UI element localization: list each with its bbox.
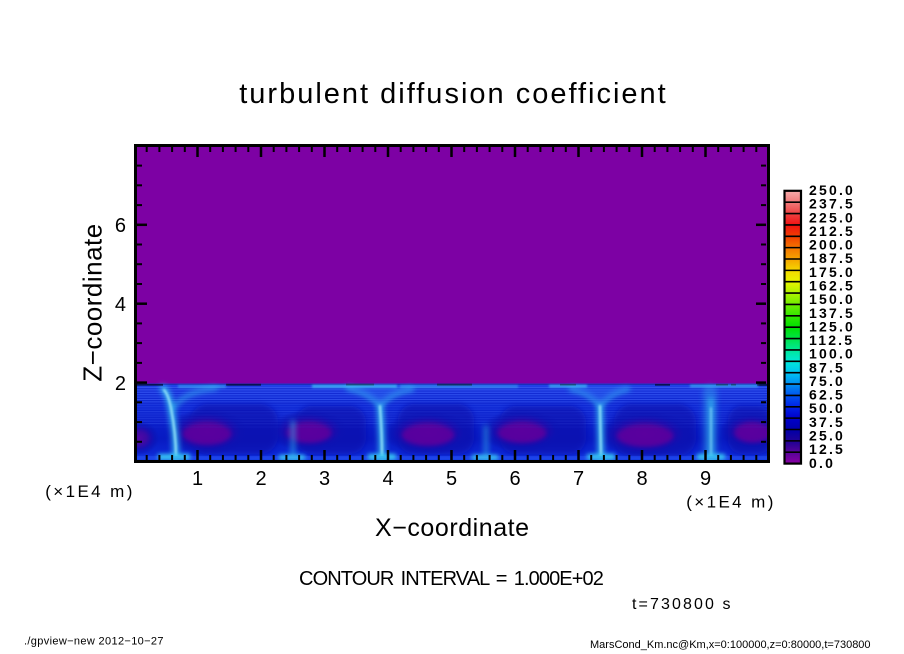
svg-text:3: 3 [319, 468, 330, 490]
svg-text:150.0: 150.0 [809, 291, 855, 307]
svg-text:87.5: 87.5 [809, 359, 845, 375]
svg-text:237.5: 237.5 [809, 196, 855, 212]
svg-text:2: 2 [115, 373, 126, 395]
svg-text:175.0: 175.0 [809, 264, 855, 280]
svg-text:4: 4 [382, 468, 393, 490]
svg-text:2: 2 [255, 468, 266, 490]
svg-text:Z−coordinate: Z−coordinate [78, 223, 108, 381]
svg-text:50.0: 50.0 [809, 400, 845, 416]
svg-text:187.5: 187.5 [809, 250, 855, 266]
svg-text:6: 6 [115, 215, 126, 237]
svg-text:250.0: 250.0 [809, 182, 855, 198]
svg-text:162.5: 162.5 [809, 277, 855, 293]
svg-text:(×1E4 m): (×1E4 m) [686, 493, 776, 512]
svg-text:137.5: 137.5 [809, 305, 855, 321]
svg-text:turbulent diffusion coeffici: turbulent diffusion coefficient [239, 78, 668, 110]
svg-text:7: 7 [573, 468, 584, 490]
svg-text:1: 1 [192, 468, 203, 490]
svg-text:(×1E4 m): (×1E4 m) [45, 482, 135, 501]
svg-text:100.0: 100.0 [809, 346, 855, 362]
svg-text:8: 8 [636, 468, 647, 490]
svg-text:X−coordinate: X−coordinate [375, 514, 530, 542]
svg-text:75.0: 75.0 [809, 373, 845, 389]
svg-text:6: 6 [509, 468, 520, 490]
svg-text:125.0: 125.0 [809, 318, 855, 334]
svg-text:112.5: 112.5 [809, 332, 854, 348]
svg-text:62.5: 62.5 [809, 387, 845, 403]
svg-text:212.5: 212.5 [809, 223, 855, 239]
svg-text:5: 5 [446, 468, 457, 490]
svg-text:225.0: 225.0 [809, 209, 855, 225]
svg-text:MarsCond_Km.nc@Km,x=0:100000,z: MarsCond_Km.nc@Km,x=0:100000,z=0:80000,t… [590, 639, 871, 651]
svg-text:25.0: 25.0 [809, 428, 845, 444]
svg-text:37.5: 37.5 [809, 414, 845, 430]
svg-text:9: 9 [700, 468, 711, 490]
svg-text:12.5: 12.5 [809, 441, 845, 457]
svg-text:t=730800 s: t=730800 s [632, 596, 733, 613]
svg-text:CONTOUR INTERVAL = 1.000E+02: CONTOUR INTERVAL = 1.000E+02 [299, 568, 604, 590]
svg-text:200.0: 200.0 [809, 237, 855, 253]
svg-text:4: 4 [115, 294, 126, 316]
svg-text:0.0: 0.0 [809, 455, 835, 471]
svg-text:./gpview−new 2012−10−27: ./gpview−new 2012−10−27 [24, 636, 164, 648]
